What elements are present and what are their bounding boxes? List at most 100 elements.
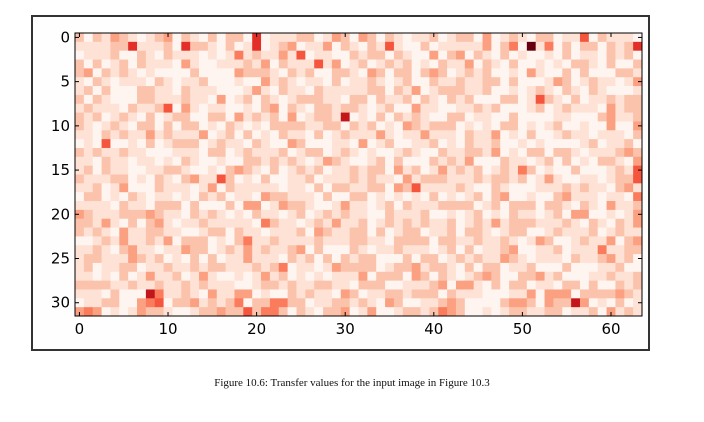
heatmap-cell — [154, 289, 164, 299]
heatmap-cell — [154, 254, 164, 264]
heatmap-cell — [429, 33, 439, 43]
heatmap-cell — [119, 94, 129, 105]
heatmap-cell — [154, 77, 164, 87]
heatmap-cell — [562, 192, 572, 202]
heatmap-cell — [509, 112, 519, 122]
heatmap-cell — [500, 147, 510, 158]
heatmap-cell — [385, 156, 395, 167]
heatmap-cell — [349, 183, 359, 193]
heatmap-cell — [429, 112, 439, 122]
heatmap-cell — [517, 94, 528, 105]
heatmap-cell — [455, 86, 466, 96]
heatmap-cell — [305, 59, 315, 69]
heatmap-cell — [455, 33, 466, 43]
heatmap-cell — [402, 201, 413, 211]
heatmap-cell — [323, 147, 333, 158]
heatmap-cell — [376, 209, 386, 220]
heatmap-cell — [473, 33, 483, 43]
heatmap-cell — [402, 271, 413, 282]
heatmap-cell — [464, 254, 475, 264]
heatmap-cell — [597, 139, 607, 149]
heatmap-cell — [367, 209, 377, 220]
heatmap-cell — [367, 271, 377, 282]
heatmap-cell — [438, 121, 448, 131]
heatmap-cell — [119, 50, 129, 60]
heatmap-cell — [314, 121, 324, 131]
heatmap-cell — [83, 245, 94, 255]
heatmap-cell — [92, 298, 102, 308]
heatmap-cell — [482, 121, 492, 131]
heatmap-cell — [553, 147, 563, 158]
heatmap-cell — [83, 236, 94, 246]
heatmap-cell — [517, 139, 528, 149]
heatmap-cell — [323, 121, 333, 131]
heatmap-cell — [305, 165, 315, 175]
heatmap-cell — [243, 236, 253, 246]
heatmap-cell — [75, 156, 85, 167]
heatmap-cell — [473, 201, 483, 211]
heatmap-cell — [633, 227, 643, 237]
heatmap-cell — [216, 77, 227, 87]
heatmap-cell — [269, 218, 280, 228]
heatmap-cell — [420, 165, 430, 175]
heatmap-cell — [75, 139, 85, 149]
heatmap-cell — [92, 271, 102, 282]
heatmap-cell — [269, 201, 280, 211]
heatmap-cell — [181, 289, 191, 299]
heatmap-cell — [606, 183, 616, 193]
heatmap-cell — [331, 245, 342, 255]
heatmap-cell — [234, 227, 244, 237]
heatmap-cell — [402, 156, 413, 167]
heatmap-cell — [455, 227, 466, 237]
heatmap-cell — [358, 218, 368, 228]
heatmap-cell — [216, 33, 227, 43]
heatmap-cell — [402, 183, 413, 193]
heatmap-cell — [526, 227, 537, 237]
heatmap-cell — [358, 121, 368, 131]
heatmap-cell — [163, 139, 173, 149]
heatmap-cell — [340, 50, 351, 60]
heatmap-cell — [526, 94, 537, 105]
heatmap-cell — [269, 59, 280, 69]
heatmap-cell — [261, 156, 271, 167]
plot-area-border — [74, 32, 643, 317]
heatmap-cell — [376, 227, 386, 237]
heatmap-cell — [367, 201, 377, 211]
heatmap-cell — [633, 130, 643, 140]
heatmap-cell — [402, 236, 413, 246]
heatmap-cell — [340, 121, 351, 131]
heatmap-cell — [216, 41, 227, 52]
heatmap-cell — [571, 139, 581, 149]
heatmap-cell — [473, 156, 483, 167]
heatmap-cell — [287, 201, 297, 211]
heatmap-cell — [305, 271, 315, 282]
heatmap-cell — [269, 280, 280, 290]
heatmap-cell — [216, 209, 227, 220]
heatmap-cell — [190, 298, 200, 308]
heatmap-cell — [588, 236, 599, 246]
heatmap-cell — [119, 103, 129, 113]
heatmap-cell — [243, 147, 253, 158]
heatmap-cell — [385, 121, 395, 131]
heatmap-cell — [553, 130, 563, 140]
heatmap-cell — [349, 147, 359, 158]
heatmap-cell — [544, 280, 554, 290]
heatmap-cell — [526, 183, 537, 193]
heatmap-cell — [376, 165, 386, 175]
heatmap-cell — [367, 50, 377, 60]
heatmap-cell — [145, 112, 156, 122]
heatmap-cell — [101, 130, 111, 140]
heatmap-cell — [243, 139, 253, 149]
heatmap-cell — [181, 77, 191, 87]
heatmap-cell — [509, 33, 519, 43]
heatmap-cell — [207, 86, 218, 96]
heatmap-cell — [571, 165, 581, 175]
heatmap-cell — [606, 201, 616, 211]
heatmap-cell — [154, 245, 164, 255]
heatmap-cell — [92, 86, 102, 96]
heatmap-cell — [83, 156, 94, 167]
heatmap-cell — [509, 130, 519, 140]
heatmap-cell — [376, 174, 386, 184]
heatmap-cell — [544, 68, 554, 78]
heatmap-cell — [190, 280, 200, 290]
